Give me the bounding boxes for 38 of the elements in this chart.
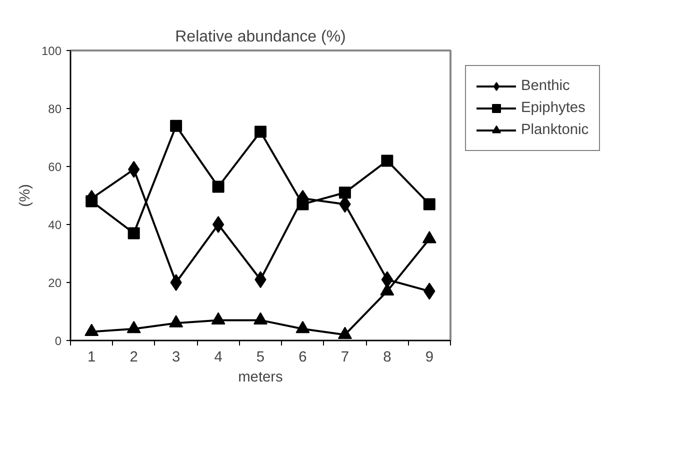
point (422, 230, 436, 244)
point (126, 320, 141, 334)
point (169, 315, 184, 328)
x-tick-label: 1 (88, 350, 96, 366)
x-tick-label: 2 (130, 350, 138, 366)
point (211, 312, 226, 324)
point (212, 216, 224, 233)
x-tick-label: 5 (256, 350, 265, 366)
y-tick-label: 20 (48, 276, 62, 290)
x-tick-label: 3 (172, 350, 180, 366)
point (296, 320, 310, 334)
point (338, 326, 352, 339)
y-axis-title: (%) (17, 184, 34, 207)
x-tick-label: 8 (383, 350, 392, 366)
point (423, 198, 436, 210)
point (128, 227, 140, 240)
x-tick-label: 7 (340, 350, 350, 366)
y-tick-label: 0 (54, 334, 62, 348)
y-tick-label: 60 (48, 160, 62, 174)
x-tick-label: 6 (298, 350, 307, 366)
point (170, 274, 182, 291)
point (170, 120, 182, 132)
legend-label: Epiphytes (521, 100, 586, 116)
point (212, 180, 224, 193)
legend-label: Planktonic (521, 122, 589, 138)
legend-label: Benthic (521, 78, 570, 94)
x-tick-label: 4 (214, 350, 222, 366)
x-axis-title: meters (238, 370, 283, 386)
point (381, 154, 394, 167)
y-tick-label: 80 (48, 102, 62, 116)
y-tick-label: 100 (41, 44, 62, 58)
x-tick-label: 9 (425, 350, 434, 366)
point (254, 312, 268, 324)
chart-title: Relative abundance (%) (175, 28, 346, 46)
point (254, 126, 266, 138)
point (84, 324, 99, 336)
y-tick-label: 40 (48, 218, 62, 232)
point (338, 186, 351, 199)
